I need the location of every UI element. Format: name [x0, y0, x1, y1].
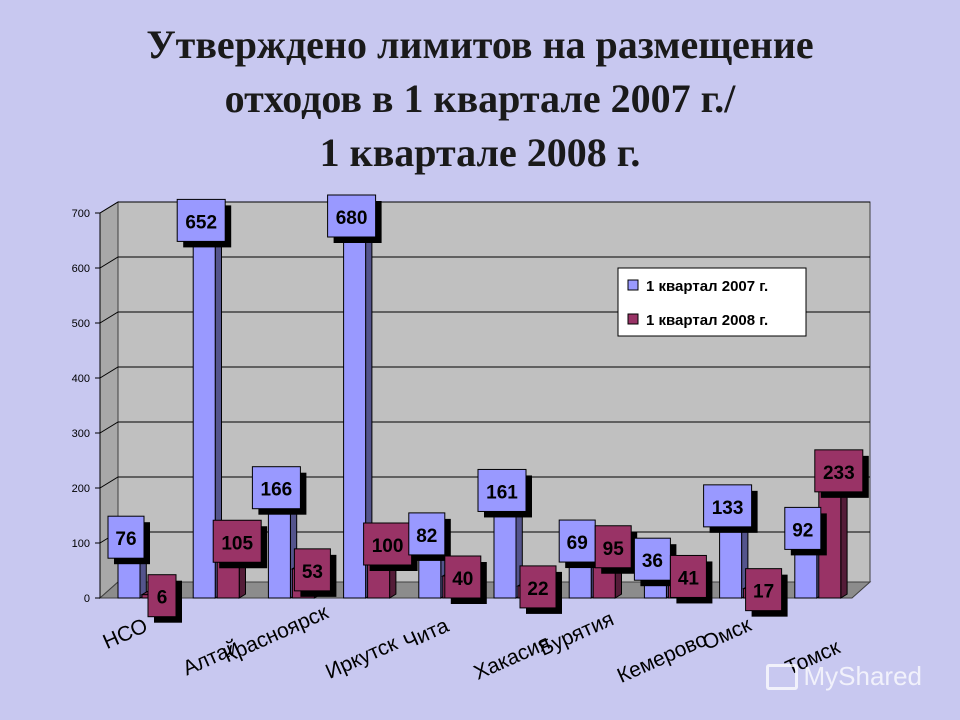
value-labels: 76 6 652 105 166 53 680 100 82 40 161 22 69 95 36 41 133…	[107, 194, 869, 623]
value-label-2007-3: 680	[327, 194, 382, 243]
y-axis: 0 100 200 300 400 500 600 700	[72, 208, 101, 605]
value-label-2008-8: 17	[745, 568, 788, 617]
value-label-2007-8: 133	[703, 484, 758, 533]
y-tick-label: 200	[72, 483, 90, 495]
value-label-2008-0: 6	[147, 574, 182, 623]
svg-text:95: 95	[603, 539, 625, 560]
bar-2007-5	[492, 504, 525, 599]
value-label-2008-9: 233	[814, 449, 869, 498]
watermark-icon	[765, 663, 798, 690]
svg-text:92: 92	[792, 520, 813, 541]
title-line-2: отходов в 1 квартале 2007 г./	[224, 76, 736, 121]
value-label-2007-1: 652	[176, 198, 232, 248]
svg-text:36: 36	[642, 551, 663, 572]
y-tick-label: 500	[72, 318, 90, 330]
value-label-2008-7: 41	[669, 554, 713, 604]
chart-title: Утверждено лимитов на размещение отходов…	[0, 18, 960, 180]
gridline	[99, 256, 870, 269]
svg-text:22: 22	[527, 579, 548, 600]
legend-swatch-2008	[627, 313, 639, 325]
gridline	[99, 201, 870, 214]
value-label-2008-2: 53	[293, 548, 337, 597]
category-label-3: Иркутск	[322, 632, 401, 684]
value-label-2008-5: 22	[519, 565, 562, 614]
svg-text:133: 133	[712, 498, 744, 519]
svg-text:41: 41	[678, 568, 700, 589]
category-label-2: Красноярск	[220, 600, 333, 667]
gridline	[99, 476, 870, 489]
category-label-0: НСО	[100, 614, 152, 654]
svg-text:652: 652	[185, 212, 217, 233]
gridline	[99, 421, 870, 434]
y-tick-label: 700	[72, 208, 90, 220]
value-label-2007-4: 82	[408, 512, 451, 561]
value-label-2008-6: 95	[594, 525, 638, 574]
gridline	[99, 366, 870, 379]
legend-label-2008: 1 квартал 2008 г.	[646, 312, 768, 329]
y-tick-label: 100	[72, 538, 90, 550]
category-label-4: Чита	[400, 614, 452, 654]
svg-text:53: 53	[302, 562, 323, 583]
legend-label-2007: 1 квартал 2007 г.	[646, 278, 768, 295]
watermark: MyShared	[765, 661, 923, 692]
svg-text:105: 105	[221, 533, 253, 554]
svg-text:40: 40	[452, 569, 473, 590]
watermark-text: MyShared	[803, 661, 923, 691]
value-label-2007-0: 76	[107, 515, 150, 565]
svg-text:82: 82	[416, 526, 437, 547]
svg-text:166: 166	[261, 480, 293, 501]
category-label-8: Омск	[699, 613, 755, 655]
title-line-1: Утверждено лимитов на размещение	[146, 22, 814, 67]
legend: 1 квартал 2007 г. 1 квартал 2008 г.	[617, 267, 807, 337]
title-line-3: 1 квартале 2008 г.	[319, 130, 641, 175]
svg-text:161: 161	[486, 482, 518, 503]
bar-2007-3	[341, 219, 374, 599]
svg-text:17: 17	[753, 582, 774, 603]
y-tick-label: 0	[84, 593, 90, 605]
legend-box	[617, 267, 807, 337]
y-tick-label: 600	[72, 263, 90, 275]
category-label-6: Бурятия	[536, 607, 618, 660]
value-label-2008-4: 40	[444, 555, 487, 604]
svg-text:100: 100	[372, 536, 404, 557]
value-label-2008-1: 105	[212, 519, 268, 569]
category-label-7: Кемерово	[614, 628, 711, 688]
value-label-2007-5: 161	[477, 468, 532, 518]
y-tick-label: 300	[72, 428, 90, 440]
svg-text:680: 680	[336, 208, 368, 229]
svg-text:69: 69	[567, 533, 588, 554]
value-label-2007-2: 166	[251, 466, 307, 515]
svg-text:233: 233	[823, 463, 855, 484]
value-label-2007-9: 92	[784, 506, 827, 556]
y-tick-label: 400	[72, 373, 90, 385]
legend-swatch-2007	[627, 279, 639, 291]
svg-text:6: 6	[157, 588, 168, 609]
svg-text:76: 76	[115, 529, 136, 550]
